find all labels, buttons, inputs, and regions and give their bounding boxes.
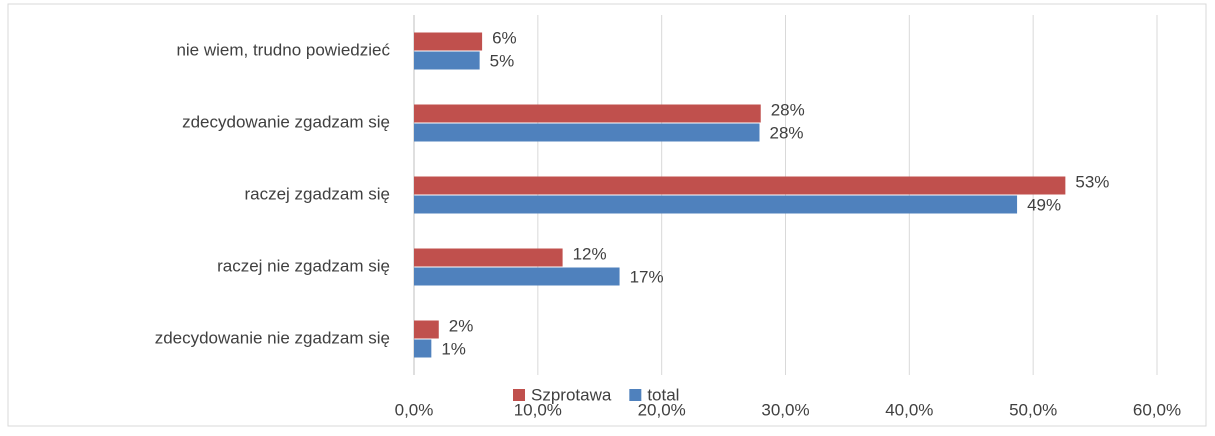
x-tick-label: 60,0%: [1133, 400, 1181, 419]
data-label: 53%: [1075, 172, 1109, 191]
legend-label: total: [647, 385, 679, 404]
x-tick-label: 20,0%: [638, 400, 686, 419]
data-label: 17%: [630, 267, 664, 286]
category-label: raczej zgadzam się: [244, 184, 390, 203]
legend-swatch: [513, 389, 525, 401]
bar: [414, 195, 1018, 214]
bar: [414, 176, 1066, 195]
category-label: zdecydowanie zgadzam się: [182, 112, 390, 131]
data-label: 12%: [573, 244, 607, 263]
bar: [414, 123, 760, 142]
bar: [414, 320, 439, 339]
x-tick-label: 10,0%: [514, 400, 562, 419]
data-label: 5%: [490, 51, 515, 70]
category-label: zdecydowanie nie zgadzam się: [155, 328, 390, 347]
data-label: 2%: [449, 316, 474, 335]
bar: [414, 51, 480, 70]
x-tick-label: 30,0%: [761, 400, 809, 419]
x-tick-label: 0,0%: [395, 400, 434, 419]
bar: [414, 104, 761, 123]
data-label: 49%: [1027, 195, 1061, 214]
bar: [414, 339, 432, 358]
data-label: 6%: [492, 28, 517, 47]
bar: [414, 248, 563, 267]
category-label: nie wiem, trudno powiedzieć: [176, 40, 390, 59]
bar: [414, 32, 483, 51]
category-label: raczej nie zgadzam się: [217, 256, 390, 275]
legend-swatch: [629, 389, 642, 401]
data-label: 1%: [441, 339, 466, 358]
x-tick-label: 40,0%: [885, 400, 933, 419]
data-label: 28%: [771, 100, 805, 119]
x-tick-label: 50,0%: [1009, 400, 1057, 419]
chart-border: [7, 3, 1207, 427]
data-label: 28%: [769, 123, 803, 142]
bar: [414, 267, 620, 286]
legend-label: Szprotawa: [531, 385, 612, 404]
